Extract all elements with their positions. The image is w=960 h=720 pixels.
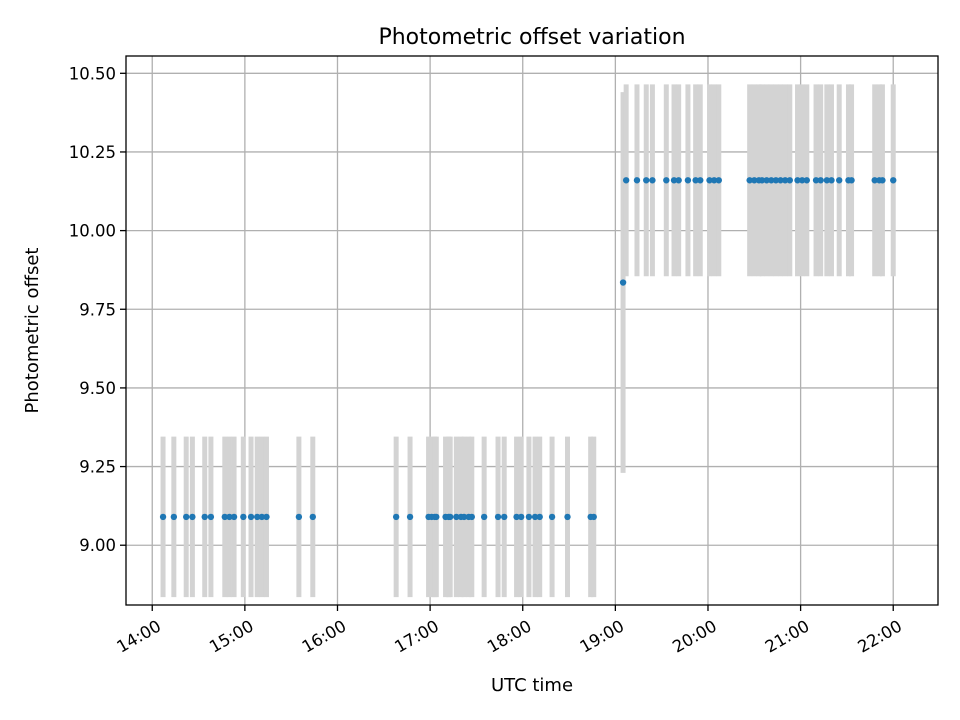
data-point (768, 177, 775, 184)
data-point (777, 177, 784, 184)
data-point (786, 177, 794, 184)
y-tick-label: 9.75 (79, 300, 116, 319)
data-point (751, 177, 758, 184)
data-point (501, 513, 508, 521)
data-point (201, 513, 208, 521)
x-tick-label: 22:00 (855, 616, 906, 656)
data-point (230, 513, 238, 521)
data-point (247, 513, 255, 521)
data-point (798, 177, 806, 184)
data-point (548, 513, 556, 521)
data-point (189, 513, 196, 521)
data-point (468, 513, 475, 521)
data-point (772, 177, 780, 184)
x-tick-label: 14:00 (114, 616, 165, 656)
y-axis: 9.00 9.25 9.50 9.75 10.00 10.25 10.50 (69, 64, 126, 555)
x-tick-label: 19:00 (577, 616, 628, 656)
data-point (263, 513, 270, 521)
y-axis-label: Photometric offset (22, 248, 43, 414)
data-point (746, 177, 753, 184)
data-point (295, 513, 303, 521)
y-tick-label: 10.00 (69, 222, 116, 241)
data-point (836, 177, 843, 184)
data-point (480, 513, 488, 521)
data-point (649, 177, 656, 184)
data-point (879, 177, 886, 184)
data-point (663, 177, 670, 184)
data-point (513, 513, 520, 521)
data-points (159, 177, 897, 521)
x-tick-label: 20:00 (669, 616, 720, 656)
x-axis-label: UTC time (491, 675, 573, 696)
data-point (446, 513, 454, 521)
data-point (392, 513, 400, 521)
data-point (803, 177, 810, 184)
data-point (812, 177, 820, 184)
data-point (763, 177, 770, 184)
data-point (406, 513, 414, 521)
data-point (226, 513, 233, 521)
data-point (460, 513, 468, 521)
y-tick-label: 10.25 (69, 143, 116, 162)
data-point (453, 513, 460, 521)
data-point (517, 513, 525, 521)
data-point (536, 513, 543, 521)
chart-title: Photometric offset variation (378, 25, 685, 50)
y-tick-label: 9.00 (79, 536, 116, 555)
data-point (183, 513, 190, 521)
data-point (706, 177, 713, 184)
data-point (823, 177, 831, 184)
y-tick-label: 9.25 (79, 458, 116, 477)
data-point (871, 177, 878, 184)
data-point (675, 177, 682, 184)
data-point (692, 177, 699, 184)
x-axis: 14:00 15:00 16:00 17:00 18:00 19:00 20:00 21:00… (114, 605, 906, 657)
data-point (309, 513, 316, 521)
y-tick-label: 10.50 (69, 64, 116, 83)
data-point (590, 513, 597, 521)
x-tick-label: 21:00 (762, 616, 813, 656)
data-point (433, 513, 440, 521)
x-tick-label: 18:00 (484, 616, 535, 656)
data-point (221, 513, 228, 521)
error-bars (160, 84, 896, 598)
data-point (619, 279, 627, 286)
x-tick-label: 17:00 (391, 616, 442, 656)
data-point (494, 513, 502, 521)
data-point (758, 177, 766, 184)
data-point (240, 513, 247, 521)
data-point (848, 177, 855, 184)
data-point (525, 513, 533, 521)
data-point (564, 513, 571, 521)
x-tick-label: 16:00 (299, 616, 350, 656)
data-point (828, 177, 835, 184)
data-point (781, 177, 789, 184)
data-point (697, 177, 704, 184)
data-point (254, 513, 261, 521)
data-point (633, 177, 641, 184)
data-point (170, 513, 178, 521)
data-point (710, 177, 718, 184)
y-tick-label: 9.50 (79, 379, 116, 398)
data-point (643, 177, 650, 184)
data-point (531, 513, 539, 521)
data-point (670, 177, 678, 184)
data-point (622, 177, 630, 184)
x-tick-label: 15:00 (206, 616, 257, 656)
data-point (684, 177, 692, 184)
data-point (159, 513, 167, 521)
data-point (794, 177, 801, 184)
data-point (817, 177, 824, 184)
data-point (207, 513, 215, 521)
data-point (258, 513, 266, 521)
data-point (715, 177, 722, 184)
data-point (890, 177, 897, 184)
plot-frame (125, 55, 939, 606)
